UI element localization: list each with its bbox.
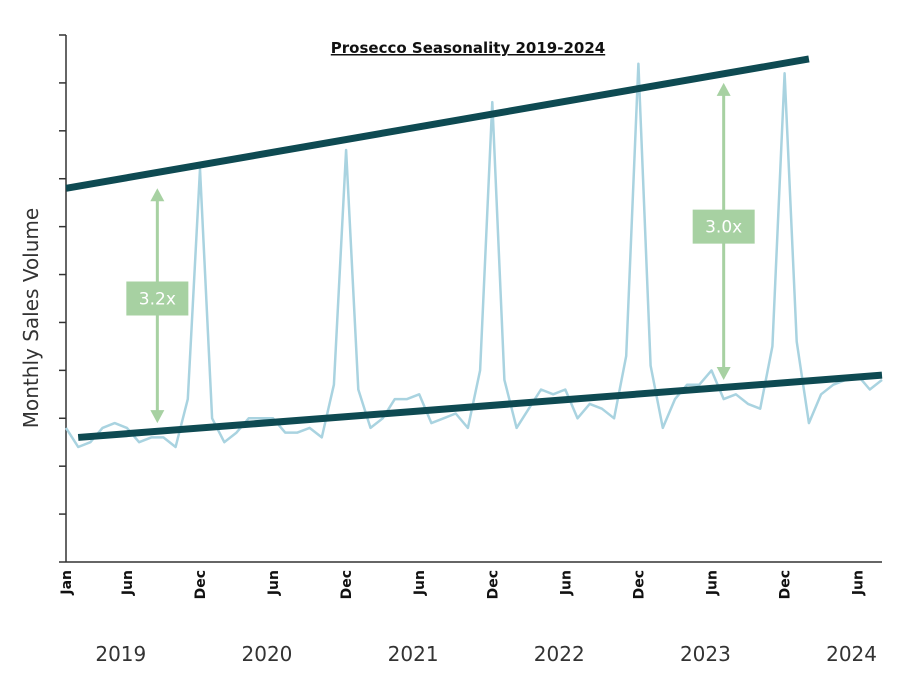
year-label: 2019: [95, 642, 146, 666]
annotation-label: 3.0x: [705, 218, 742, 238]
annotations-layer: 3.2x 3.0x: [126, 82, 755, 424]
annotation-arrowhead-up: [150, 188, 165, 202]
x-tick-label: Jun: [412, 570, 428, 596]
x-tick-label: Dec: [485, 570, 501, 599]
annotation-label-box: [692, 209, 755, 244]
x-tick-label: Jan: [59, 570, 75, 596]
year-label: 2023: [680, 642, 731, 666]
annotation-label-box: [126, 281, 189, 316]
series-line: [64, 62, 883, 449]
y-axis-label: Monthly Sales Volume: [19, 208, 43, 428]
year-label: 2024: [826, 642, 877, 666]
axes: Jan Jun Dec Jun Dec Jun Dec Jun Dec Jun Dec Jun 2019…: [59, 34, 882, 666]
x-tick-label: Dec: [339, 570, 355, 599]
annotation-label: 3.2x: [139, 290, 176, 310]
x-tick-label: Jun: [704, 570, 720, 596]
trendline-lower: [77, 371, 883, 441]
x-tick-label: Jun: [851, 570, 867, 596]
x-tick-label: Jun: [558, 570, 574, 596]
year-label: 2022: [534, 642, 585, 666]
trendlines-layer: [65, 55, 883, 441]
x-tick-label: Jun: [120, 570, 136, 596]
series-layer: [64, 62, 883, 449]
x-tick-label: Dec: [778, 570, 794, 599]
year-label: 2020: [242, 642, 293, 666]
annotation-arrowhead-down: [150, 410, 165, 424]
x-tick-label: Dec: [631, 570, 647, 599]
chart-title: Prosecco Seasonality 2019-2024: [331, 39, 605, 57]
annotation-arrowhead-up: [716, 82, 731, 96]
annotation-arrowhead-down: [716, 366, 731, 380]
year-label: 2021: [388, 642, 439, 666]
x-tick-label: Dec: [193, 570, 209, 599]
trendline-upper: [65, 55, 810, 192]
x-tick-label: Jun: [266, 570, 282, 596]
